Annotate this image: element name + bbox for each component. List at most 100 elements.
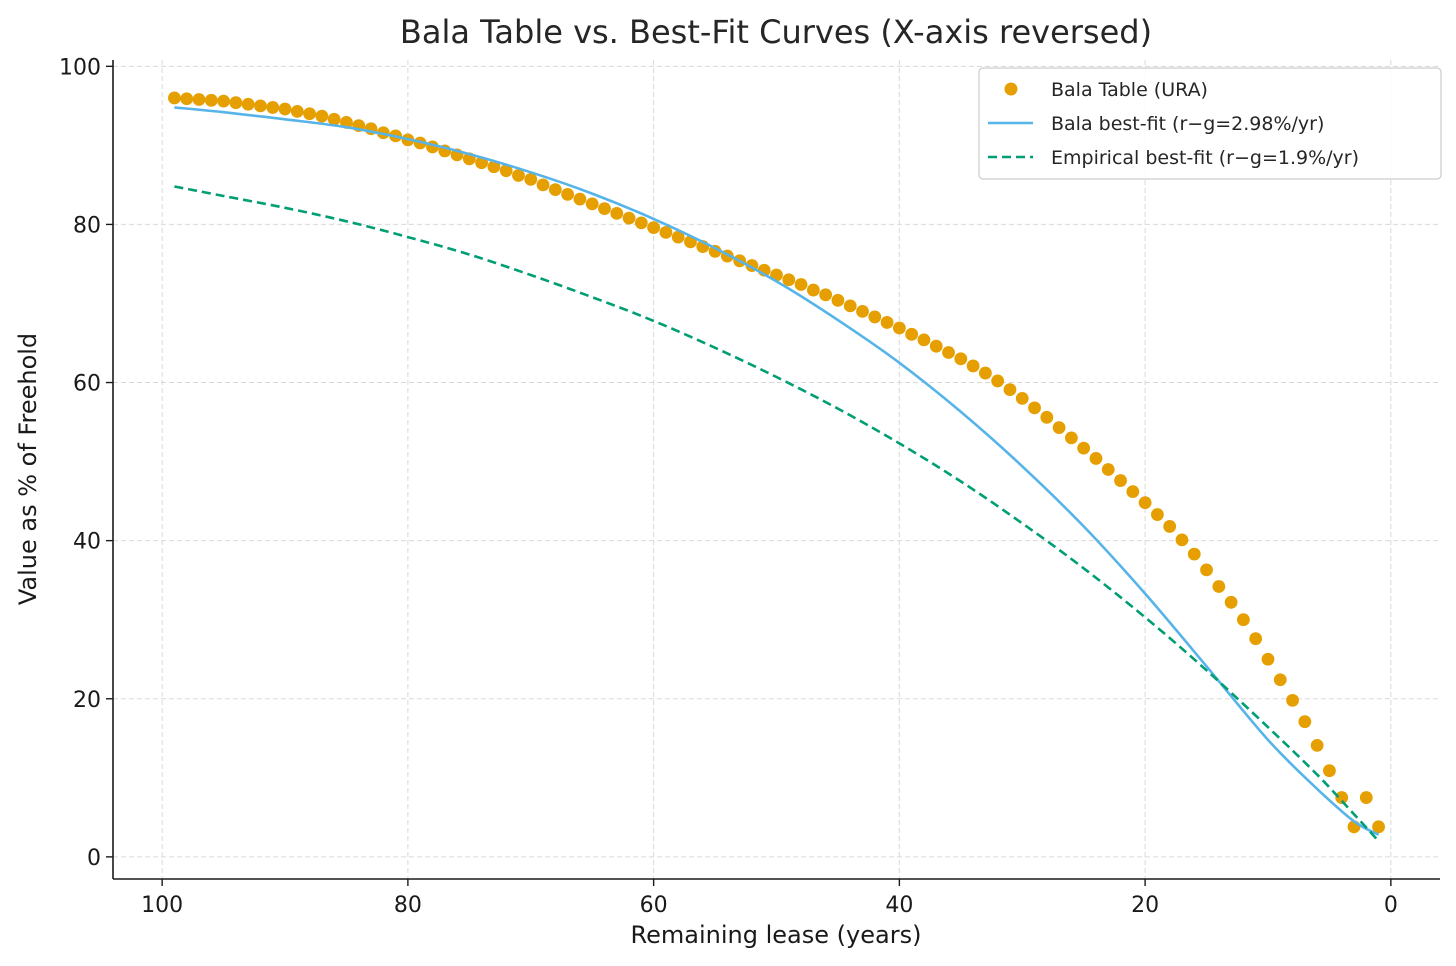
bala-table-point <box>1028 401 1041 415</box>
bala-table-point <box>1335 791 1349 804</box>
bala-table-point <box>1163 520 1177 533</box>
y-tick-label: 20 <box>73 688 101 713</box>
bala-table-point <box>548 183 562 197</box>
bala-table-point <box>1003 383 1017 397</box>
bala-table-point <box>1052 421 1066 435</box>
bala-table-point <box>991 374 1005 388</box>
bala-table-point <box>622 211 636 225</box>
axes <box>112 60 1440 880</box>
bala-table-point <box>634 216 648 230</box>
bala-table-point <box>1200 563 1213 577</box>
bala-table-point <box>856 304 869 318</box>
bala-table-point <box>1298 715 1312 729</box>
bala-table-point <box>524 172 538 186</box>
bala-table-point <box>266 101 280 114</box>
bala-table-point <box>942 346 955 359</box>
bala-table-point <box>1040 410 1054 424</box>
bala-table-point <box>671 230 685 244</box>
bala-table-point <box>708 244 722 258</box>
bala-table-point <box>966 359 980 373</box>
bala-table-point <box>1077 441 1091 455</box>
bala-table-point <box>831 293 845 307</box>
bala-table-point <box>229 96 243 110</box>
bala-table-point <box>241 97 255 111</box>
y-axis-label: Value as % of Freehold <box>14 333 42 605</box>
bala-table-point <box>917 333 931 347</box>
bala-table-point <box>315 109 329 123</box>
bala-table-point <box>585 197 599 211</box>
bala-table-point <box>1114 474 1127 487</box>
bala-table-point <box>647 221 661 234</box>
legend-label-bala-table: Bala Table (URA) <box>1051 79 1208 101</box>
bala-table-point <box>192 93 206 106</box>
x-tick-label: 0 <box>1384 893 1398 918</box>
bala-table-point <box>217 94 230 108</box>
bala-table-point <box>1237 613 1250 627</box>
bala-table-point <box>819 288 833 302</box>
bala-table-point <box>610 206 624 220</box>
bala-table-point <box>204 93 218 107</box>
bala-table-point <box>327 112 341 126</box>
bala-table-point <box>180 92 194 106</box>
x-axis-label: Remaining lease (years) <box>631 921 922 949</box>
y-tick-label: 60 <box>73 372 101 397</box>
x-tick-label: 20 <box>1131 893 1159 918</box>
bala-table-point <box>843 299 857 313</box>
bala-table-point <box>929 339 943 353</box>
bala-table-point <box>905 327 919 341</box>
bala-table-point <box>561 187 575 201</box>
bala-table-point <box>1372 820 1385 834</box>
bala-table-point <box>1224 595 1238 609</box>
grid <box>113 60 1440 879</box>
bala-best-fit-line <box>174 106 1380 836</box>
bala-table-point <box>806 283 820 297</box>
bala-table-point <box>1273 673 1287 687</box>
legend: Bala Table (URA) Bala best-fit (r−g=2.98… <box>978 67 1442 180</box>
bala-table-point <box>868 310 882 324</box>
bala-table-point <box>1187 547 1201 561</box>
bala-table-point <box>598 202 611 216</box>
legend-label-empirical-fit: Empirical best-fit (r−g=1.9%/yr) <box>1051 147 1359 169</box>
legend-marker-bala-table <box>1004 82 1018 96</box>
bala-table-point <box>782 273 796 287</box>
bala-table-point <box>512 169 525 182</box>
bala-table-point <box>573 192 587 206</box>
x-tick-label: 100 <box>141 893 183 918</box>
bala-table-point <box>1138 496 1152 510</box>
ticks: 100 80 60 40 20 0 0 20 40 60 80 100 <box>59 55 1398 918</box>
x-tick-label: 80 <box>394 893 422 918</box>
bala-table-point <box>1286 693 1299 707</box>
bala-table-point <box>536 178 550 192</box>
y-tick-label: 100 <box>59 55 101 80</box>
bala-table-point <box>892 321 906 335</box>
bala-table-point <box>1175 533 1189 547</box>
bala-table-point <box>659 225 673 239</box>
bala-table-point <box>1101 463 1115 476</box>
bala-table-point <box>254 99 267 113</box>
bala-table-point <box>954 352 968 366</box>
y-tick-label: 80 <box>73 213 101 238</box>
legend-box <box>978 67 1442 180</box>
bala-table-point <box>303 107 316 121</box>
bala-table-point <box>499 164 513 178</box>
bala-table-point <box>1261 652 1275 666</box>
empirical-best-fit-line <box>174 185 1380 842</box>
bala-table-point <box>1359 791 1373 804</box>
bala-table-point <box>1212 580 1226 593</box>
bala-table-point <box>290 104 304 118</box>
bala-table-point <box>978 366 992 380</box>
bala-table-point <box>278 102 292 116</box>
bala-table-point <box>1015 391 1029 405</box>
bala-table-point <box>1323 764 1336 778</box>
bala-table-point <box>1064 431 1078 445</box>
series-layer <box>168 91 1385 842</box>
legend-label-bala-fit: Bala best-fit (r−g=2.98%/yr) <box>1051 113 1324 135</box>
bala-table-point <box>168 91 181 105</box>
x-tick-label: 60 <box>640 893 668 918</box>
bala-table-point <box>794 278 808 291</box>
y-tick-label: 40 <box>73 530 101 555</box>
y-tick-label: 0 <box>87 846 101 871</box>
bala-table-point <box>1126 485 1140 499</box>
bala-table-point <box>1089 452 1103 465</box>
